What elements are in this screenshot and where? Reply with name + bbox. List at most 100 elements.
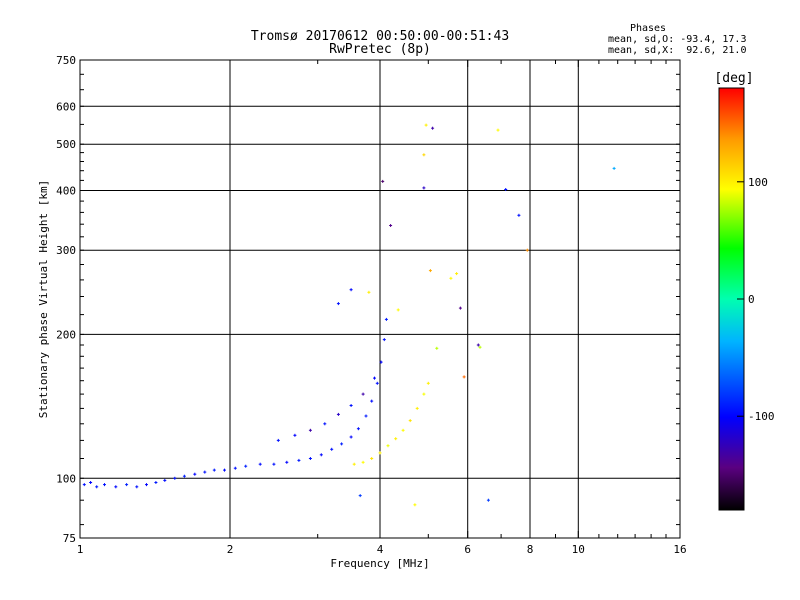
grid-lines xyxy=(80,60,680,538)
data-point xyxy=(496,128,500,132)
data-point xyxy=(435,346,439,350)
data-point xyxy=(373,376,376,380)
data-point xyxy=(193,472,197,476)
data-point xyxy=(154,481,158,484)
data-point xyxy=(612,166,616,170)
data-point xyxy=(163,478,167,482)
data-point xyxy=(114,485,118,489)
data-point xyxy=(330,447,334,451)
data-point xyxy=(336,302,340,306)
y-tick-label: 500 xyxy=(56,138,76,151)
x-tick-label: 1 xyxy=(77,543,84,556)
phases-header: Phases xyxy=(630,23,666,34)
data-point xyxy=(413,503,417,507)
data-point xyxy=(319,453,323,457)
data-point xyxy=(361,460,365,464)
chart-title: Tromsø 20170612 00:50:00-00:51:43 xyxy=(251,29,509,44)
data-point xyxy=(370,457,374,460)
y-tick-label: 400 xyxy=(56,185,76,198)
data-point xyxy=(349,404,353,407)
data-point xyxy=(525,248,529,252)
colorbar-tick-label: 100 xyxy=(748,176,768,189)
x-tick-label: 2 xyxy=(227,543,234,556)
colorbar-tick-label: -100 xyxy=(748,410,775,423)
data-point xyxy=(95,485,99,489)
data-point xyxy=(504,188,508,191)
y-tick-label: 750 xyxy=(56,54,76,67)
data-point xyxy=(272,462,276,466)
phases-o-stats: mean, sd,O: -93.4, 17.3 xyxy=(608,34,746,45)
data-point xyxy=(308,428,312,432)
y-tick-label: 75 xyxy=(63,532,76,545)
data-point xyxy=(182,474,186,478)
data-point xyxy=(364,414,368,418)
x-tick-label: 10 xyxy=(572,543,585,556)
data-point xyxy=(422,186,426,190)
data-point xyxy=(455,272,459,276)
data-point xyxy=(82,483,86,487)
data-point xyxy=(336,412,340,416)
data-point xyxy=(396,308,400,312)
data-point xyxy=(382,338,386,342)
data-point xyxy=(379,360,383,364)
colorbar-label: [deg] xyxy=(714,71,753,86)
data-point xyxy=(428,269,432,273)
x-tick-label: 4 xyxy=(377,543,384,556)
data-point xyxy=(476,343,480,347)
data-point xyxy=(103,483,106,487)
data-point xyxy=(203,470,207,474)
data-point xyxy=(367,290,371,294)
data-point xyxy=(297,458,301,462)
data-point xyxy=(349,435,353,439)
y-tick-labels: 75 100 200 300 400 500 600 750 xyxy=(56,54,76,545)
data-point xyxy=(258,462,262,466)
data-point xyxy=(424,123,428,127)
data-point xyxy=(285,460,289,464)
data-point xyxy=(276,438,280,442)
data-point xyxy=(125,483,129,487)
data-point xyxy=(135,485,139,489)
data-point xyxy=(408,419,412,423)
data-point xyxy=(244,464,248,468)
colorbar-ticks: 100 0 -100 xyxy=(737,176,775,423)
data-point xyxy=(293,433,297,437)
data-point xyxy=(478,345,482,349)
data-point xyxy=(375,381,379,385)
axis-ticks xyxy=(79,59,681,538)
colorbar-tick-label: 0 xyxy=(748,293,755,306)
y-tick-label: 300 xyxy=(56,244,76,257)
data-point xyxy=(89,481,93,484)
data-points xyxy=(82,123,616,507)
data-point xyxy=(352,462,356,466)
data-point xyxy=(517,213,521,217)
data-point xyxy=(401,428,405,432)
data-point xyxy=(422,392,426,396)
data-point xyxy=(340,442,344,446)
data-point xyxy=(381,179,385,183)
data-point xyxy=(449,276,453,280)
data-point xyxy=(233,466,237,470)
x-axis-label: Frequency [MHz] xyxy=(330,557,429,570)
data-point xyxy=(386,444,390,448)
y-tick-label: 100 xyxy=(56,472,76,485)
data-point xyxy=(415,406,419,410)
y-tick-label: 600 xyxy=(56,100,76,113)
data-point xyxy=(389,224,393,227)
data-point xyxy=(378,451,382,455)
data-point xyxy=(431,126,435,130)
data-point xyxy=(361,392,365,396)
data-point xyxy=(212,468,216,472)
data-point xyxy=(356,427,360,431)
data-point xyxy=(486,498,490,502)
x-tick-label: 6 xyxy=(464,543,471,556)
data-point xyxy=(384,317,388,321)
data-point xyxy=(394,437,398,441)
x-tick-label: 16 xyxy=(673,543,686,556)
chart-subtitle: RwPretec (8p) xyxy=(329,42,431,57)
data-point xyxy=(349,288,353,292)
x-tick-label: 8 xyxy=(527,543,534,556)
data-point xyxy=(358,494,362,498)
phases-x-stats: mean, sd,X: 92.6, 21.0 xyxy=(608,45,746,56)
data-point xyxy=(145,483,148,487)
